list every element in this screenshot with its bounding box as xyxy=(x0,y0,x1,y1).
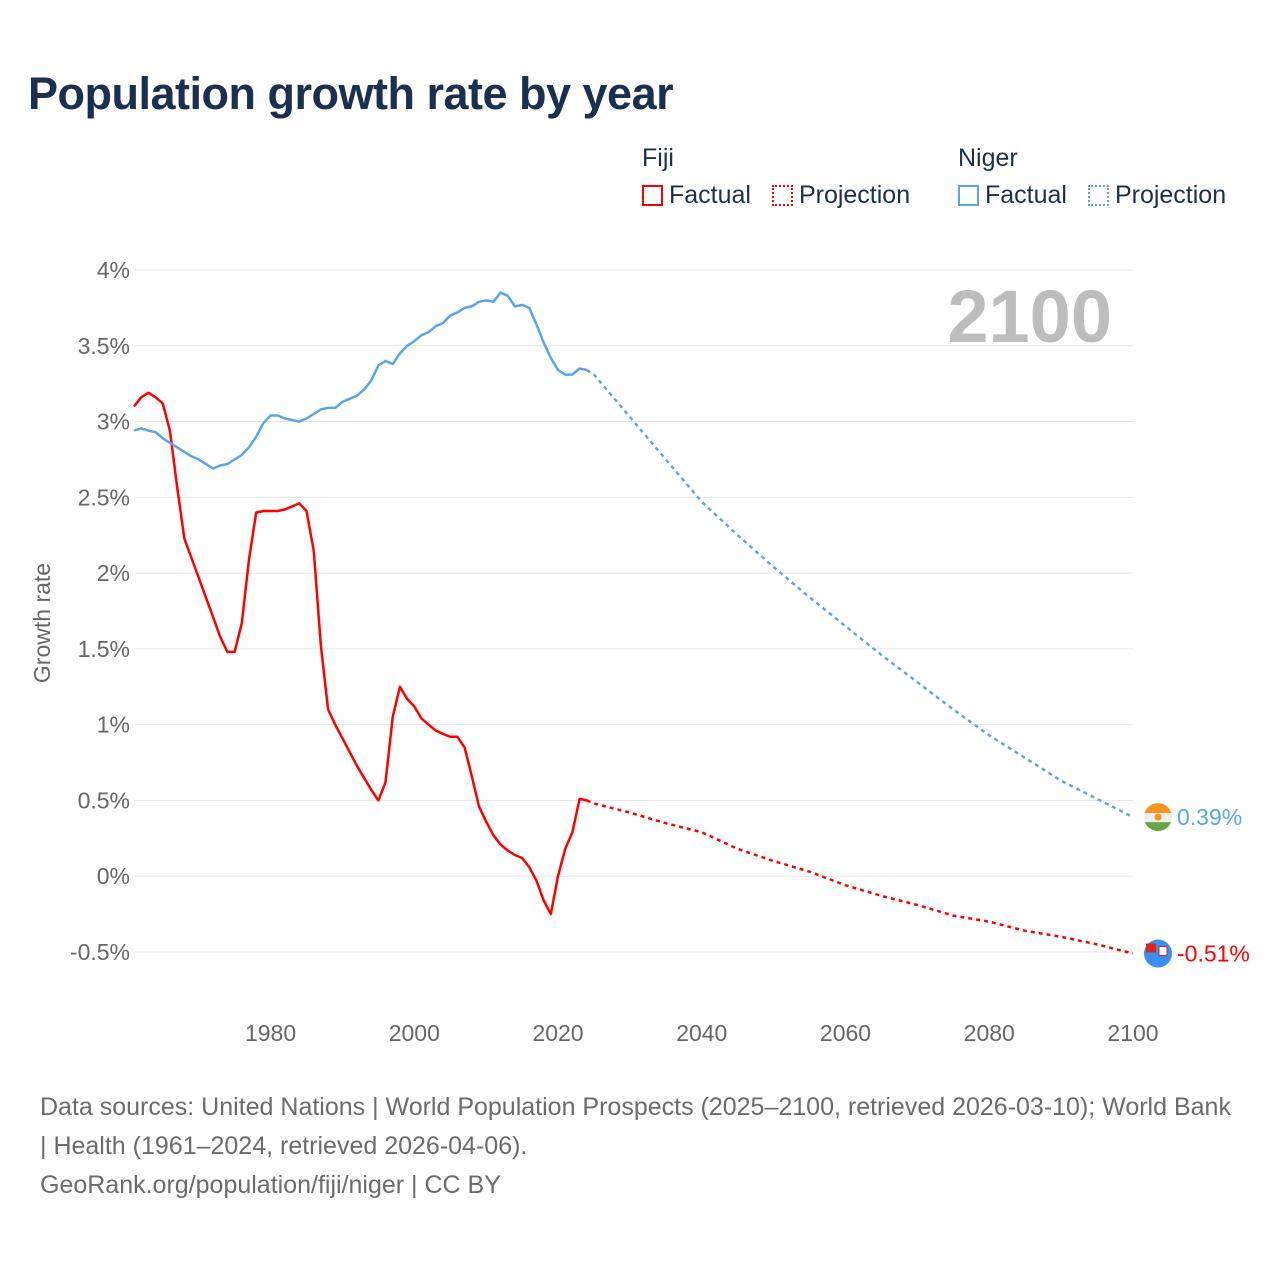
x-tick-label: 2020 xyxy=(532,1020,583,1046)
legend-group-niger: Niger Factual Projection xyxy=(958,144,1240,213)
year-display: 2100 xyxy=(947,275,1112,358)
x-tick-label: 2040 xyxy=(676,1020,727,1046)
legend-swatch-dotted xyxy=(1087,185,1109,206)
data-sources: Data sources: United Nations | World Pop… xyxy=(40,1093,1231,1160)
legend-label: Projection xyxy=(1114,181,1227,209)
y-tick-label: 0% xyxy=(97,863,130,889)
attribution-link[interactable]: GeoRank.org/population/fiji/niger | CC B… xyxy=(40,1171,501,1199)
footer: Data sources: United Nations | World Pop… xyxy=(40,1088,1240,1205)
legend-swatch-dotted xyxy=(771,185,793,206)
y-tick-label: 3% xyxy=(97,409,130,435)
legend-item-fiji-projection[interactable]: Projection xyxy=(771,181,911,210)
legend-label: Projection xyxy=(798,181,911,209)
y-tick-label: 1% xyxy=(97,712,130,738)
legend-item-fiji-factual[interactable]: Factual xyxy=(642,181,751,210)
y-tick-label: 0.5% xyxy=(78,787,130,813)
legend-swatch-solid xyxy=(642,185,663,206)
legend-swatch-solid xyxy=(958,185,979,206)
legend-item-niger-factual[interactable]: Factual xyxy=(958,181,1067,210)
y-tick-label: -0.5% xyxy=(70,939,130,965)
legend-group-label: Niger xyxy=(958,144,1018,172)
flag-icon-niger xyxy=(1144,803,1172,832)
legend-label: Factual xyxy=(669,181,751,209)
x-tick-label: 2080 xyxy=(964,1020,1015,1046)
legend-group-fiji: Fiji Factual Projection xyxy=(642,144,924,213)
y-axis-label: Growth rate xyxy=(29,563,55,683)
flag-icon-fiji xyxy=(1144,939,1172,968)
x-tick-label: 2100 xyxy=(1107,1020,1158,1046)
series-line-fiji-projection[interactable] xyxy=(586,799,1134,955)
y-tick-label: 3.5% xyxy=(78,333,130,359)
legend-label: Factual xyxy=(985,181,1067,209)
end-value-label-niger: 0.39% xyxy=(1177,804,1242,830)
chart-title: Population growth rate by year xyxy=(28,68,674,119)
series-line-niger-factual[interactable] xyxy=(133,291,588,470)
y-tick-label: 4% xyxy=(97,257,130,283)
end-value-label-fiji: -0.51% xyxy=(1177,941,1250,967)
x-tick-label: 2060 xyxy=(820,1020,871,1046)
y-tick-label: 2.5% xyxy=(78,484,130,510)
legend-item-niger-projection[interactable]: Projection xyxy=(1087,181,1227,210)
y-tick-label: 2% xyxy=(97,560,130,586)
series-line-niger-projection[interactable] xyxy=(586,368,1134,819)
y-tick-label: 1.5% xyxy=(78,636,130,662)
x-tick-label: 1980 xyxy=(245,1020,296,1046)
series-line-fiji-factual[interactable] xyxy=(133,391,588,916)
legend-group-label: Fiji xyxy=(642,144,674,172)
x-tick-label: 2000 xyxy=(389,1020,440,1046)
